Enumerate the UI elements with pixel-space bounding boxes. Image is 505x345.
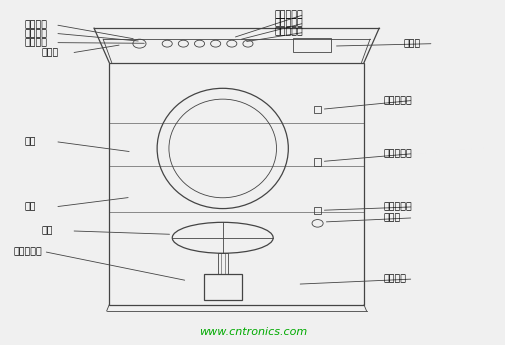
Text: 停止按鈕: 停止按鈕 bbox=[25, 20, 48, 29]
Text: 拨盘: 拨盘 bbox=[41, 226, 53, 235]
Text: 启动按鈕: 启动按鈕 bbox=[25, 38, 48, 47]
Text: 内桶: 内桶 bbox=[25, 137, 36, 146]
Bar bbox=[217, 253, 227, 274]
Text: 低水位按鈕: 低水位按鈕 bbox=[274, 28, 302, 37]
Text: 排水按鈕: 排水按鈕 bbox=[25, 29, 48, 38]
Text: 进水口: 进水口 bbox=[41, 48, 58, 57]
Text: 显示器: 显示器 bbox=[402, 39, 420, 48]
Text: 洗涤电机: 洗涤电机 bbox=[382, 275, 406, 284]
Text: 高水位开关: 高水位开关 bbox=[382, 96, 411, 105]
Text: 排水口: 排水口 bbox=[382, 213, 399, 223]
Bar bbox=[204, 274, 241, 300]
Bar bbox=[313, 158, 321, 166]
Text: www.cntronics.com: www.cntronics.com bbox=[198, 327, 307, 337]
Text: 电磁离合器: 电磁离合器 bbox=[13, 247, 42, 256]
Text: 低水位开关: 低水位开关 bbox=[382, 203, 411, 211]
Bar bbox=[313, 106, 321, 114]
Bar bbox=[293, 39, 331, 51]
Text: 中水位按鈕: 中水位按鈕 bbox=[274, 19, 302, 28]
Bar bbox=[313, 207, 321, 215]
Text: 外桶: 外桶 bbox=[25, 203, 36, 211]
Text: 高水位按鈕: 高水位按鈕 bbox=[274, 10, 302, 19]
Bar bbox=[109, 62, 363, 305]
Text: 中水位开关: 中水位开关 bbox=[382, 149, 411, 158]
